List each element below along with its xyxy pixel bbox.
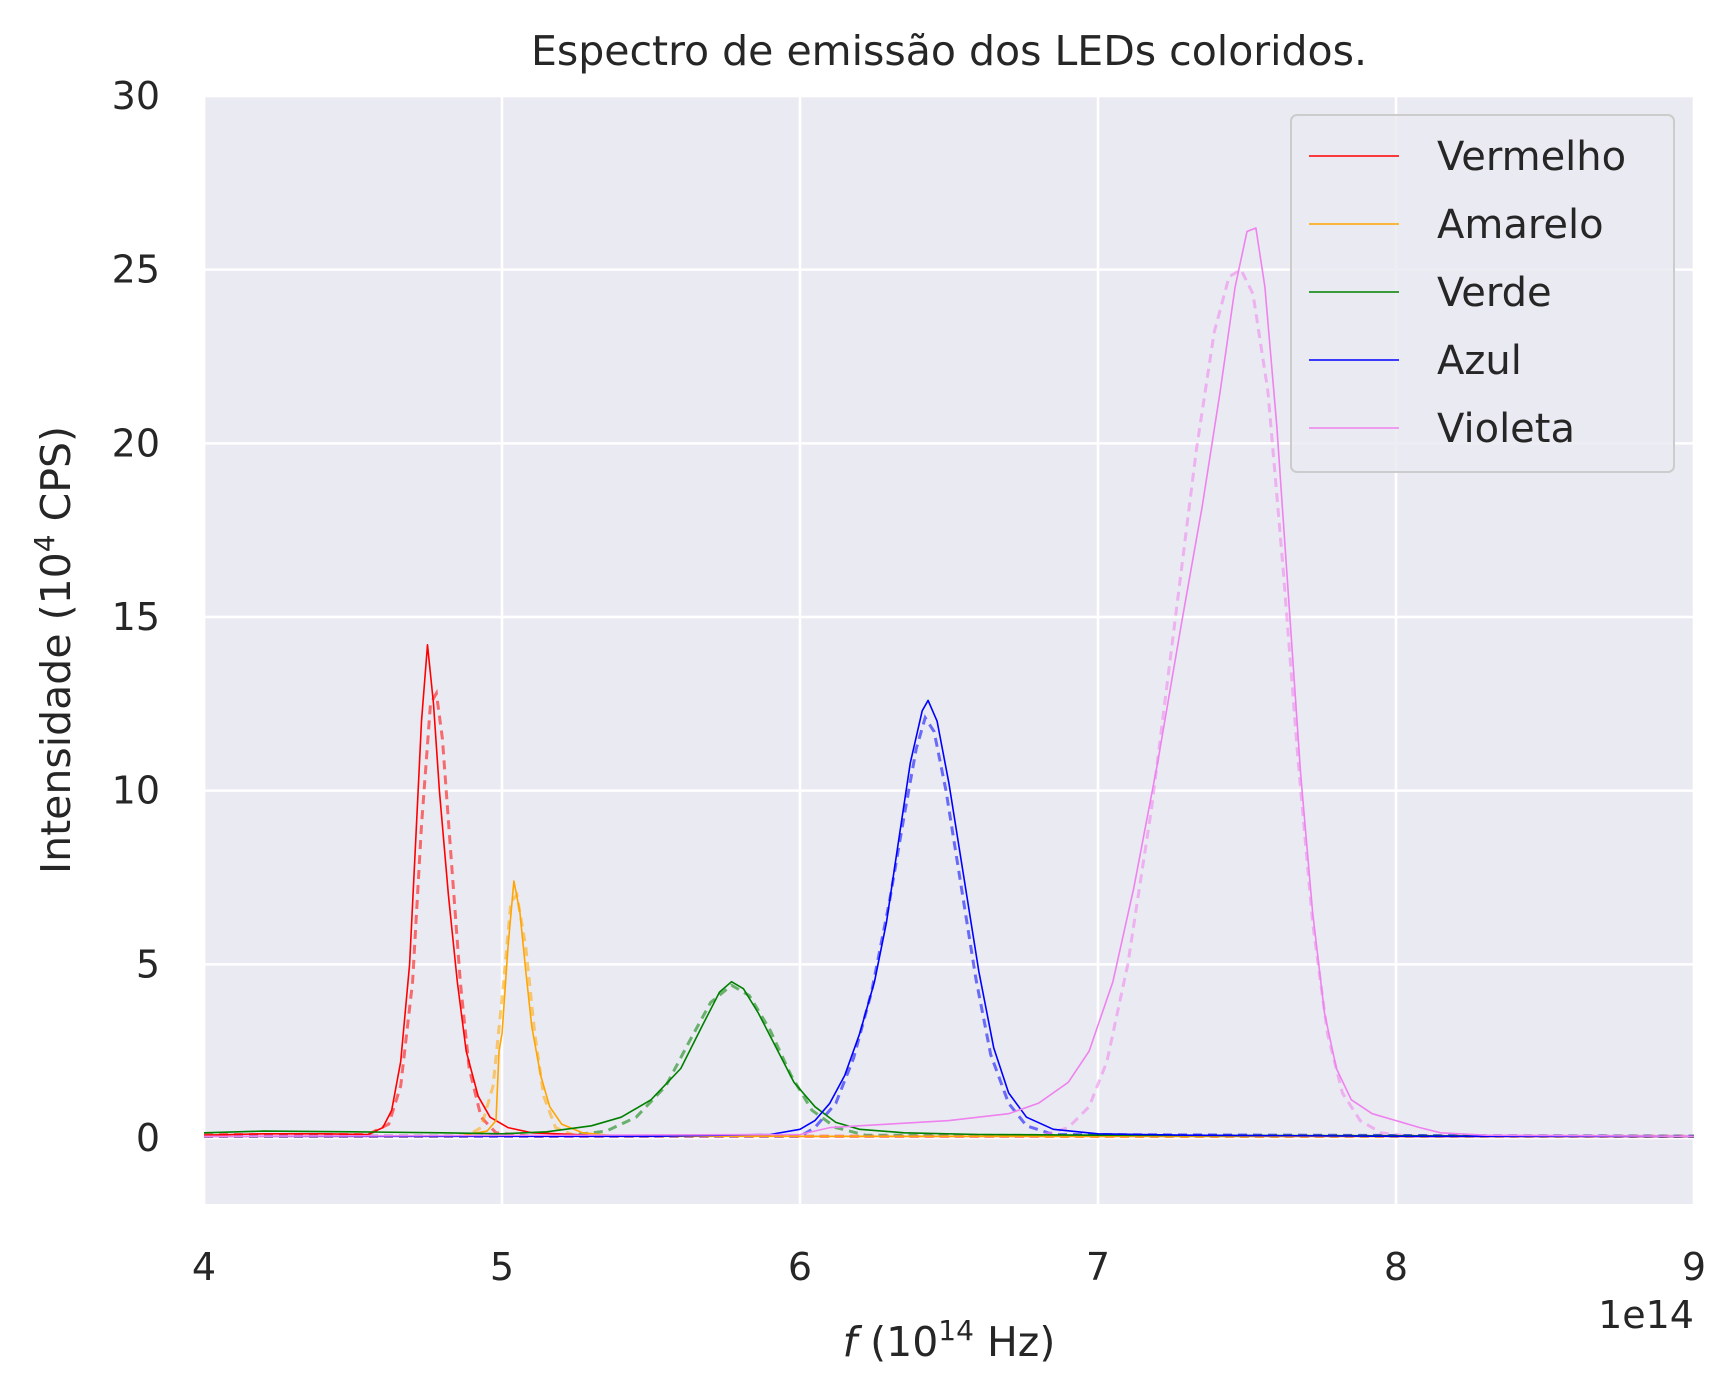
legend-label-violeta: Violeta xyxy=(1437,406,1575,452)
legend-label-azul: Azul xyxy=(1437,338,1522,384)
fit-line-vermelho xyxy=(204,688,1694,1138)
x-tick-label: 8 xyxy=(1384,1245,1408,1289)
measured-curves xyxy=(203,227,1695,1138)
x-tick-label: 5 xyxy=(490,1245,514,1289)
y-tick-label: 20 xyxy=(112,421,160,465)
x-axis-label-exponent: 14 xyxy=(938,1314,974,1347)
y-tick-label: 30 xyxy=(112,74,160,118)
series-line-azul xyxy=(204,699,1694,1138)
x-axis-label-text: (10 xyxy=(857,1318,938,1366)
y-tick-label: 0 xyxy=(136,1116,160,1160)
x-axis-label: f (1014 Hz) xyxy=(843,1314,1056,1366)
x-tick-label: 9 xyxy=(1682,1245,1706,1289)
y-tick-labels: 0 5 10 15 20 25 30 xyxy=(112,74,160,1160)
legend-box xyxy=(1290,114,1675,473)
y-axis-label: Intensidade (104 CPS) xyxy=(28,426,80,874)
y-tick-label: 15 xyxy=(112,595,160,639)
fit-line-azul xyxy=(204,714,1695,1138)
legend-label-amarelo: Amarelo xyxy=(1437,202,1604,248)
y-axis-label-text: Intensidade (10 xyxy=(32,552,80,874)
series-line-amarelo xyxy=(204,880,1694,1138)
x-tick-label: 7 xyxy=(1086,1245,1110,1289)
y-tick-label: 5 xyxy=(136,942,160,986)
y-axis-label-unit: CPS) xyxy=(32,426,80,534)
x-tick-label: 4 xyxy=(192,1245,216,1289)
series-line-vermelho xyxy=(203,643,1694,1138)
x-axis-label-unit: Hz) xyxy=(974,1318,1055,1366)
series-line-violeta xyxy=(203,227,1695,1138)
legend: Vermelho Amarelo Verde Azul Violeta xyxy=(1290,114,1675,473)
x-axis-offset-label: 1e14 xyxy=(1598,1293,1694,1337)
fit-line-verde xyxy=(204,983,1695,1138)
x-tick-labels: 4 5 6 7 8 9 xyxy=(192,1245,1706,1289)
fit-line-violeta xyxy=(204,267,1694,1138)
y-axis-label-exponent: 4 xyxy=(28,534,61,552)
y-tick-label: 25 xyxy=(112,248,160,292)
series-line-verde xyxy=(203,980,1695,1138)
x-tick-label: 6 xyxy=(788,1245,812,1289)
legend-label-vermelho: Vermelho xyxy=(1437,134,1626,180)
legend-label-verde: Verde xyxy=(1437,270,1552,316)
chart-title: Espectro de emissão dos LEDs coloridos. xyxy=(531,27,1367,75)
y-tick-label: 10 xyxy=(112,769,160,813)
